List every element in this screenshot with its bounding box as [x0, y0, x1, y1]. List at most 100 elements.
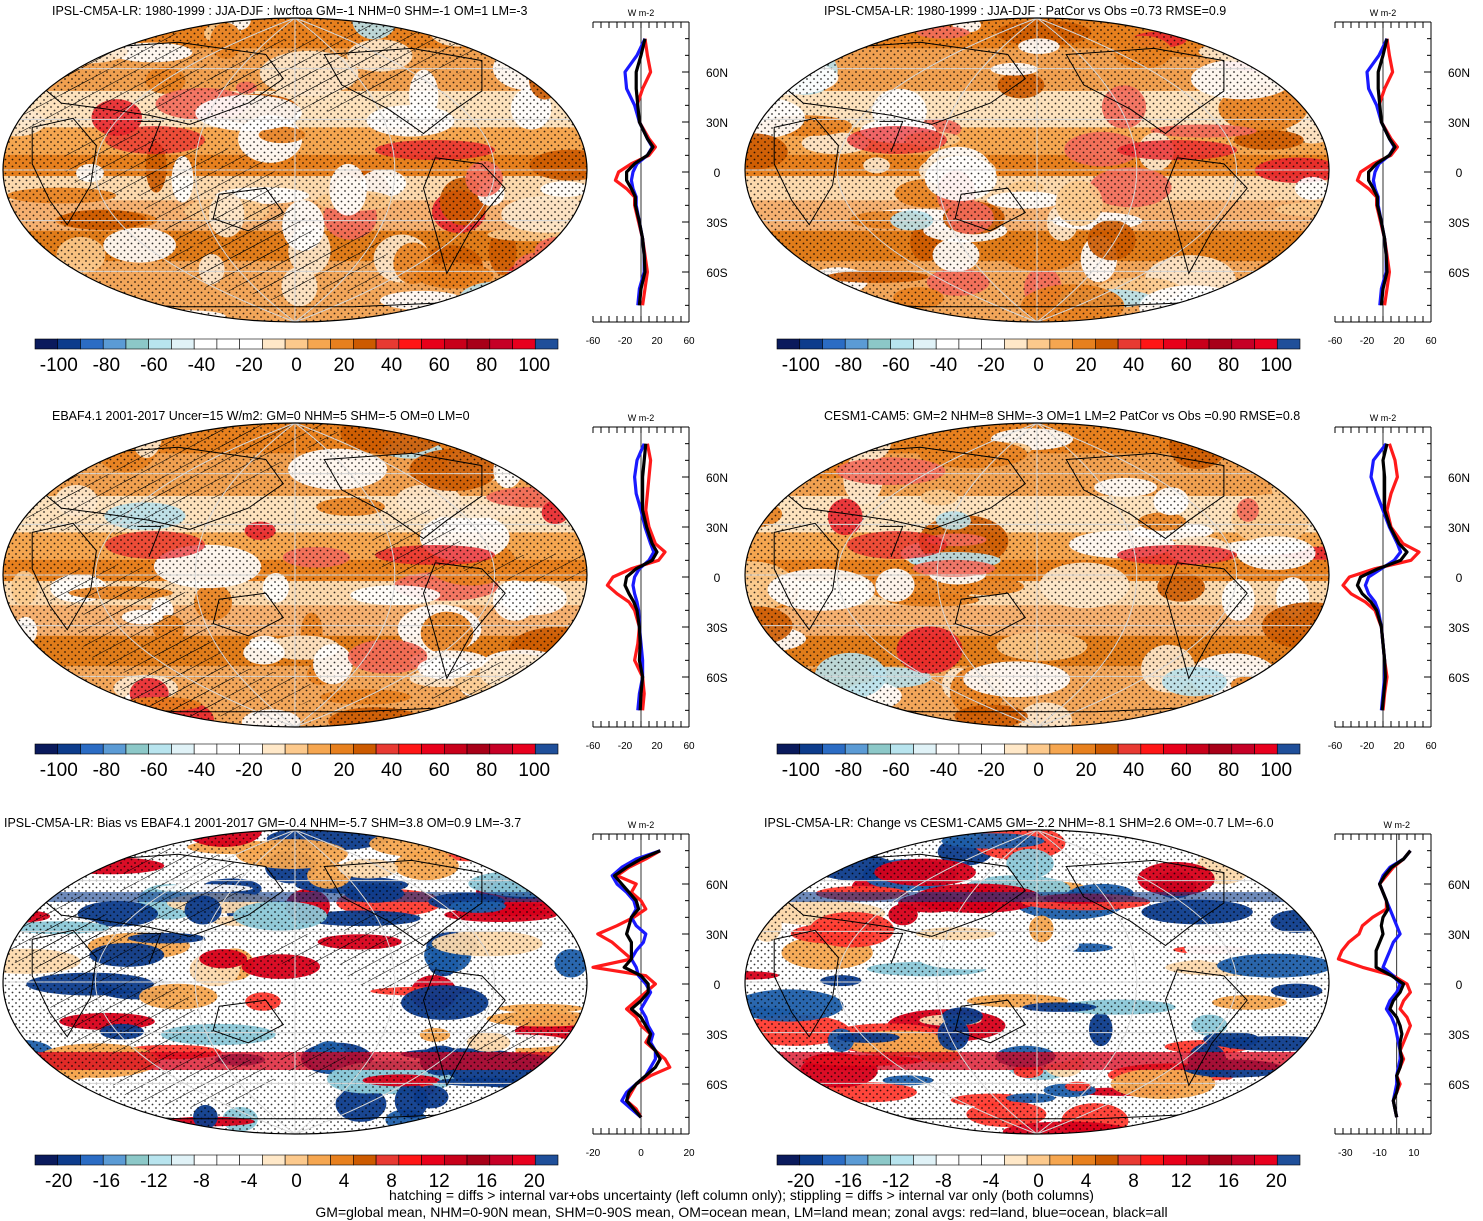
zonal-x-tick-label: -60 — [586, 336, 601, 347]
colorbar-tick-label: 20 — [333, 355, 354, 376]
map-field — [3, 18, 587, 322]
latitude-label: 0 — [1456, 978, 1463, 992]
zonal-units: W m-2 — [1370, 413, 1397, 423]
zonal-x-tick-label: 20 — [651, 741, 663, 752]
colorbar-tick-label: -80 — [93, 760, 120, 781]
colorbar-tick-label: 20 — [1075, 355, 1096, 376]
colorbar-tick-label: 80 — [476, 355, 497, 376]
zonal-x-tick-label: 0 — [638, 1148, 644, 1159]
zonal-mean-plot: 60N 30N 0 30S 60S W m-2 -60 -20 20 60 — [1328, 8, 1470, 347]
colorbar-tick-label: 20 — [333, 760, 354, 781]
latitude-label: 60S — [1448, 1078, 1469, 1092]
latitude-label: 30N — [1448, 928, 1470, 942]
zonal-curve-black — [613, 849, 662, 1119]
zonal-mean-plot: 60N 30N 0 30S 60S W m-2 -60 -20 20 60 — [1328, 413, 1470, 752]
zonal-mean-plot: 60N 30N 0 30S 60S W m-2 -30 -10 10 — [1334, 820, 1470, 1159]
panel-lwcf-ebaf-observed: EBAF4.1 2001-2017 Uncer=15 W/m2: GM=0 NH… — [0, 405, 741, 800]
colorbar-tick-label: 4 — [1081, 1171, 1092, 1192]
latitude-label: 0 — [1456, 166, 1463, 180]
colorbar-tick-label: -20 — [977, 760, 1004, 781]
zonal-curve-black — [1355, 443, 1409, 711]
panel-lwcf-cesm-model: CESM1-CAM5: GM=2 NHM=8 SHM=-3 OM=1 LM=2 … — [742, 405, 1483, 800]
colorbar-tick-label: 16 — [1218, 1171, 1239, 1192]
latitude-label: 0 — [714, 571, 721, 585]
colorbar: -100 -80 -60 -40 -20 0 20 40 60 80 100 — [34, 743, 559, 781]
map-figure: -100 -80 -60 -40 -20 0 20 40 60 80 10060N30N030S60… — [2, 413, 728, 781]
latitude-label: 60N — [706, 878, 728, 892]
latitude-label: 60S — [1448, 266, 1469, 280]
zonal-x-tick-label: -10 — [1372, 1148, 1387, 1159]
colorbar-tick-label: 100 — [1260, 355, 1292, 376]
colorbar-tick-label: -100 — [782, 760, 820, 781]
colorbar-tick-label: -20 — [787, 1171, 814, 1192]
zonal-x-tick-label: -60 — [1328, 336, 1343, 347]
latitude-label: 60N — [706, 471, 728, 485]
zonal-units: W m-2 — [1370, 8, 1397, 18]
zonal-x-tick-label: 60 — [683, 336, 695, 347]
zonal-x-tick-label: -20 — [618, 336, 633, 347]
zonal-x-tick-label: -20 — [618, 741, 633, 752]
colorbar-tick-label: 12 — [429, 1171, 450, 1192]
map-field — [745, 18, 1329, 322]
latitude-label: 60N — [706, 66, 728, 80]
colorbar-tick-label: 40 — [1123, 355, 1144, 376]
zonal-curve-black — [625, 38, 655, 306]
latitude-label: 0 — [1456, 571, 1463, 585]
colorbar: -100 -80 -60 -40 -20 0 20 40 60 80 100 — [34, 338, 559, 376]
colorbar-tick-label: -100 — [40, 760, 78, 781]
map-field — [745, 423, 1329, 727]
zonal-x-tick-label: 60 — [1425, 336, 1437, 347]
colorbar-tick-label: -20 — [45, 1171, 72, 1192]
map-figure: -100 -80 -60 -40 -20 0 20 40 60 80 10060N30N030S60… — [744, 413, 1470, 781]
map-title: IPSL-CM5A-LR: Change vs CESM1-CAM5 GM=-2… — [764, 816, 1274, 830]
latitude-label: 60N — [1448, 66, 1470, 80]
colorbar-tick-label: 80 — [1218, 355, 1239, 376]
colorbar-tick-label: 100 — [518, 760, 550, 781]
colorbar-tick-label: 8 — [1128, 1171, 1139, 1192]
colorbar-tick-label: 60 — [1171, 760, 1192, 781]
map-field — [745, 830, 1329, 1134]
zonal-x-tick-label: -20 — [1360, 336, 1375, 347]
colorbar-tick-label: 80 — [476, 760, 497, 781]
zonal-x-tick-label: 20 — [683, 1148, 695, 1159]
zonal-curve-blue — [631, 443, 656, 711]
colorbar-tick-label: 60 — [429, 355, 450, 376]
zonal-curve-red — [605, 443, 667, 711]
colorbar-tick-label: -40 — [188, 355, 215, 376]
colorbar-tick-label: -60 — [140, 760, 167, 781]
colorbar-tick-label: 0 — [1033, 355, 1044, 376]
colorbar-tick-label: 0 — [291, 760, 302, 781]
map-field — [3, 830, 587, 1134]
colorbar-tick-label: -16 — [93, 1171, 120, 1192]
colorbar-tick-label: -100 — [782, 355, 820, 376]
colorbar-tick-label: 60 — [1171, 355, 1192, 376]
latitude-label: 30N — [1448, 521, 1470, 535]
colorbar-tick-label: 20 — [1266, 1171, 1287, 1192]
zonal-units: W m-2 — [1383, 820, 1410, 830]
latitude-label: 30S — [1448, 1028, 1469, 1042]
zonal-mean-plot: 60N 30N 0 30S 60S W m-2 -60 -20 20 60 — [586, 413, 728, 752]
colorbar-tick-label: -80 — [835, 355, 862, 376]
colorbar-tick-label: 0 — [1033, 760, 1044, 781]
colorbar-tick-label: 20 — [1075, 760, 1096, 781]
zonal-curve-red — [1341, 443, 1421, 711]
map-title: IPSL-CM5A-LR: 1980-1999 : JJA-DJF : PatC… — [824, 4, 1227, 18]
colorbar-tick-label: -4 — [241, 1171, 258, 1192]
colorbar-tick-label: 0 — [291, 1171, 302, 1192]
colorbar-tick-label: -4 — [983, 1171, 1000, 1192]
zonal-x-tick-label: -30 — [1338, 1148, 1353, 1159]
map-figure: -20 -16 -12 -8 -4 0 4 8 12 16 20 60N 30N 0 30S 60S W m-2… — [744, 820, 1470, 1192]
map-title: EBAF4.1 2001-2017 Uncer=15 W/m2: GM=0 NH… — [52, 409, 470, 423]
zonal-mean-plot: 60N 30N 0 30S 60S W m-2 -60 -20 20 60 — [586, 8, 728, 347]
map-title: IPSL-CM5A-LR: 1980-1999 : JJA-DJF : lwcf… — [52, 4, 528, 18]
zonal-curve-red — [591, 849, 672, 1119]
zonal-x-tick-label: 20 — [1393, 741, 1405, 752]
colorbar-tick-label: 16 — [476, 1171, 497, 1192]
map-title: IPSL-CM5A-LR: Bias vs EBAF4.1 2001-2017 … — [4, 816, 522, 830]
panel-lwcf-ipsl-patcor: IPSL-CM5A-LR: 1980-1999 : JJA-DJF : PatC… — [742, 0, 1483, 395]
latitude-label: 60S — [706, 266, 727, 280]
colorbar-tick-label: 100 — [518, 355, 550, 376]
colorbar-tick-label: -20 — [235, 355, 262, 376]
panel-lwcf-ipsl-seasonal: IPSL-CM5A-LR: 1980-1999 : JJA-DJF : lwcf… — [0, 0, 741, 395]
zonal-x-tick-label: 10 — [1408, 1148, 1420, 1159]
